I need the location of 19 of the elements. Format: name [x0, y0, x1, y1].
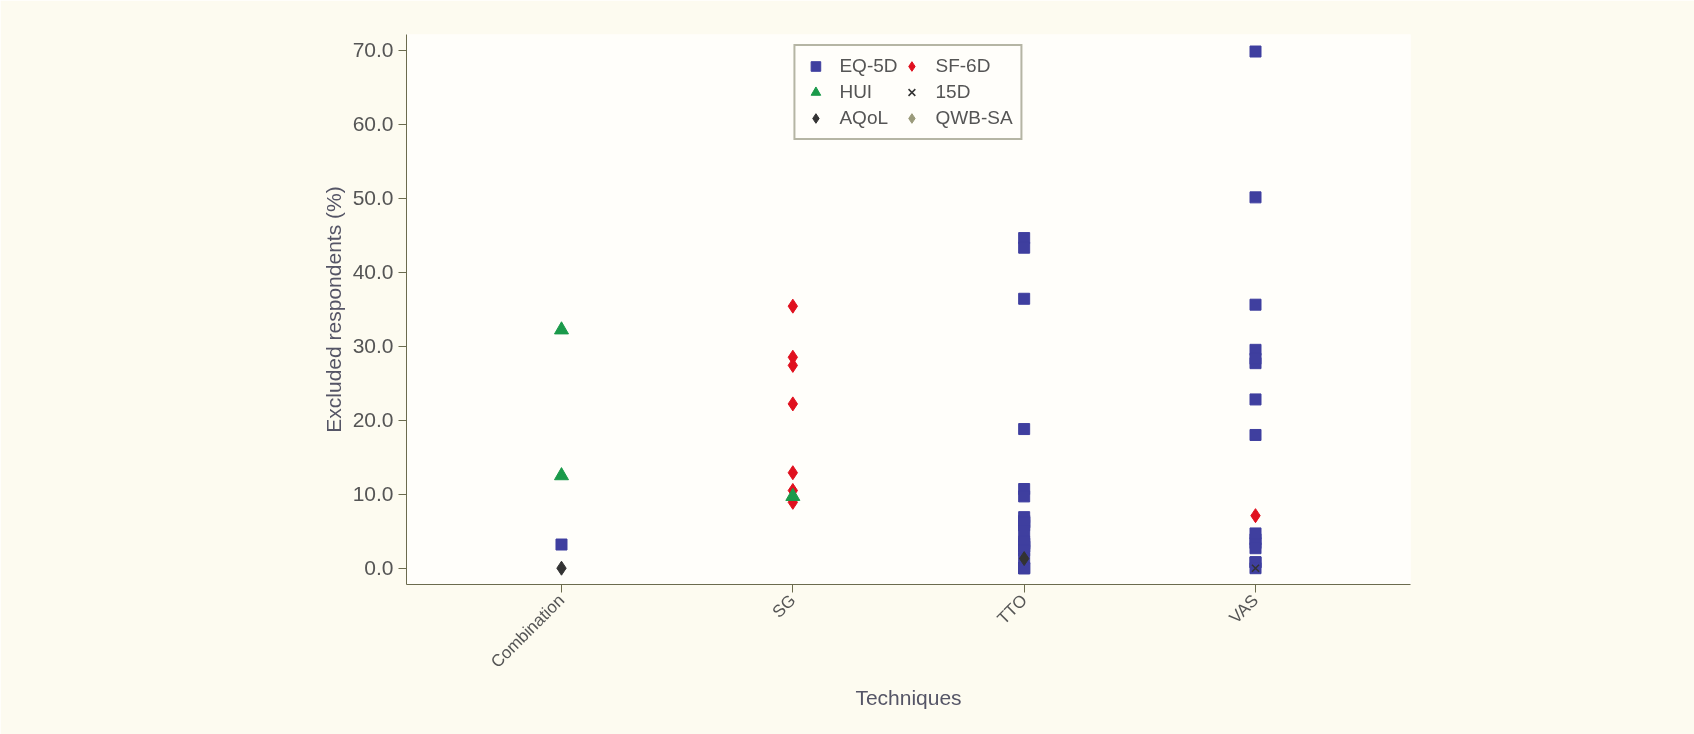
- y-tick-label: 50.0: [352, 186, 394, 210]
- legend-label: AQoL: [839, 107, 889, 129]
- y-tick-label: 70.0: [352, 38, 394, 62]
- y-tick-label: 60.0: [352, 112, 394, 136]
- legend-label: EQ-5D: [839, 55, 898, 77]
- legend-label: 15D: [935, 81, 971, 103]
- x-axis-title: Techniques: [855, 686, 962, 710]
- x-tick-label: TTO: [993, 590, 1031, 629]
- legend-label: SF-6D: [935, 55, 991, 77]
- y-tick-label: 20.0: [352, 408, 394, 432]
- y-tick-label: 30.0: [352, 334, 394, 358]
- x-tick-label: SG: [768, 590, 800, 622]
- y-tick-label: 40.0: [352, 260, 394, 284]
- x-tick-label: VAS: [1225, 590, 1263, 628]
- legend-label: HUI: [839, 81, 873, 103]
- y-tick-label: 10.0: [352, 482, 394, 506]
- legend-label: QWB-SA: [935, 107, 1013, 129]
- y-axis-title: Excluded respondents (%): [321, 186, 345, 433]
- y-tick-label: 0.0: [364, 556, 394, 580]
